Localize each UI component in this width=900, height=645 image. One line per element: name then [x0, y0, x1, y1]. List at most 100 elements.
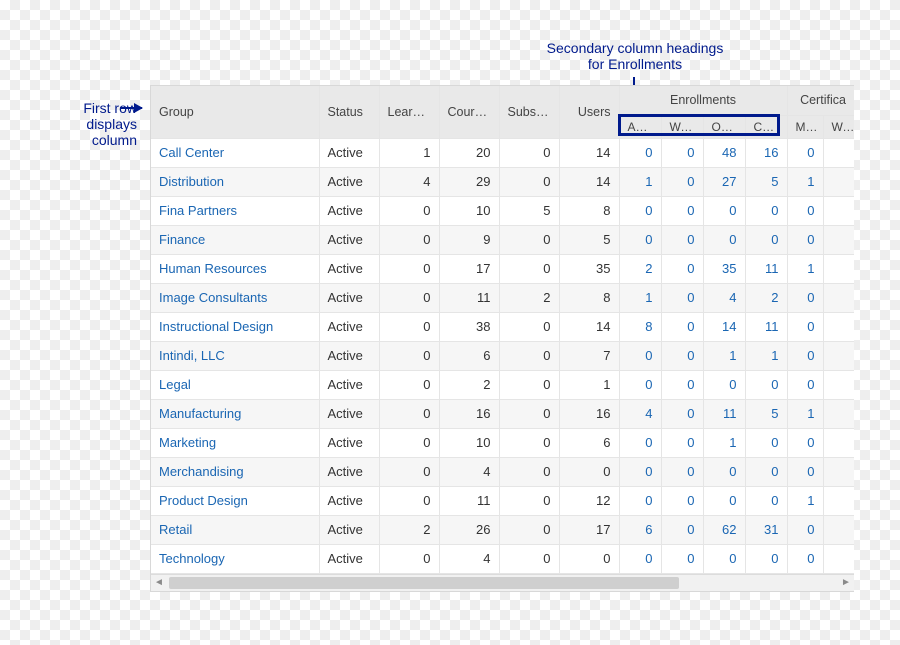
cell-cert-met[interactable]: 1 [787, 399, 823, 428]
cell-group[interactable]: Merchandising [151, 457, 319, 486]
cell-enroll-warn[interactable]: 0 [661, 138, 703, 167]
cell-enroll-warn[interactable]: 0 [661, 399, 703, 428]
cell-enroll-warn[interactable]: 0 [661, 370, 703, 399]
cell-group[interactable]: Image Consultants [151, 283, 319, 312]
cell-enroll-odue[interactable]: 0 [703, 370, 745, 399]
cell-enroll-cmpl[interactable]: 5 [745, 167, 787, 196]
col-enroll-odue[interactable]: ODue [703, 115, 745, 138]
cell-enroll-odue[interactable]: 1 [703, 341, 745, 370]
cell-enroll-odue[interactable]: 62 [703, 515, 745, 544]
cell-enroll-odue[interactable]: 11 [703, 399, 745, 428]
cell-enroll-active[interactable]: 6 [619, 515, 661, 544]
cell-enroll-active[interactable]: 8 [619, 312, 661, 341]
table-row[interactable]: Image ConsultantsActive0112810420 [151, 283, 854, 312]
group-link[interactable]: Intindi, LLC [159, 348, 225, 363]
col-cert-warn[interactable]: Warn [823, 115, 854, 138]
col-cert-met[interactable]: Met [787, 115, 823, 138]
cell-enroll-active[interactable]: 0 [619, 544, 661, 573]
group-link[interactable]: Fina Partners [159, 203, 237, 218]
cell-enroll-warn[interactable]: 0 [661, 312, 703, 341]
cell-enroll-active[interactable]: 0 [619, 225, 661, 254]
table-row[interactable]: FinanceActive090500000 [151, 225, 854, 254]
cell-enroll-warn[interactable]: 0 [661, 225, 703, 254]
cell-enroll-odue[interactable]: 27 [703, 167, 745, 196]
cell-enroll-cmpl[interactable]: 11 [745, 312, 787, 341]
group-link[interactable]: Call Center [159, 145, 224, 160]
col-group-certifica[interactable]: Certifica [787, 86, 854, 115]
table-row[interactable]: RetailActive2260176062310 [151, 515, 854, 544]
cell-enroll-odue[interactable]: 0 [703, 486, 745, 515]
col-group-enrollments[interactable]: Enrollments [619, 86, 787, 115]
cell-enroll-cmpl[interactable]: 1 [745, 341, 787, 370]
cell-enroll-active[interactable]: 0 [619, 341, 661, 370]
cell-enroll-active[interactable]: 1 [619, 283, 661, 312]
scroll-left-icon[interactable]: ◄ [151, 575, 167, 591]
cell-enroll-odue[interactable]: 0 [703, 196, 745, 225]
cell-enroll-active[interactable]: 0 [619, 370, 661, 399]
table-row[interactable]: Human ResourcesActive0170352035111 [151, 254, 854, 283]
cell-cert-met[interactable]: 0 [787, 457, 823, 486]
cell-group[interactable]: Finance [151, 225, 319, 254]
table-row[interactable]: MerchandisingActive040000000 [151, 457, 854, 486]
cell-cert-met[interactable]: 0 [787, 283, 823, 312]
cell-enroll-cmpl[interactable]: 16 [745, 138, 787, 167]
cell-enroll-active[interactable]: 1 [619, 167, 661, 196]
table-row[interactable]: MarketingActive0100600100 [151, 428, 854, 457]
group-link[interactable]: Product Design [159, 493, 248, 508]
table-row[interactable]: LegalActive020100000 [151, 370, 854, 399]
cell-enroll-cmpl[interactable]: 0 [745, 225, 787, 254]
table-row[interactable]: DistributionActive429014102751 [151, 167, 854, 196]
cell-enroll-cmpl[interactable]: 0 [745, 486, 787, 515]
cell-enroll-warn[interactable]: 0 [661, 341, 703, 370]
col-subscriptions[interactable]: Subscri… [499, 86, 559, 138]
cell-enroll-odue[interactable]: 0 [703, 544, 745, 573]
cell-group[interactable]: Product Design [151, 486, 319, 515]
cell-enroll-cmpl[interactable]: 0 [745, 196, 787, 225]
cell-group[interactable]: Retail [151, 515, 319, 544]
cell-cert-met[interactable]: 0 [787, 341, 823, 370]
cell-group[interactable]: Distribution [151, 167, 319, 196]
cell-enroll-active[interactable]: 2 [619, 254, 661, 283]
cell-enroll-warn[interactable]: 0 [661, 167, 703, 196]
scroll-right-icon[interactable]: ► [838, 575, 854, 591]
group-link[interactable]: Marketing [159, 435, 216, 450]
col-status[interactable]: Status [319, 86, 379, 138]
cell-enroll-odue[interactable]: 14 [703, 312, 745, 341]
col-learning[interactable]: Learnin… [379, 86, 439, 138]
cell-enroll-cmpl[interactable]: 5 [745, 399, 787, 428]
cell-group[interactable]: Manufacturing [151, 399, 319, 428]
table-row[interactable]: Product DesignActive01101200001 [151, 486, 854, 515]
group-link[interactable]: Retail [159, 522, 192, 537]
cell-enroll-warn[interactable]: 0 [661, 457, 703, 486]
cell-enroll-odue[interactable]: 35 [703, 254, 745, 283]
cell-group[interactable]: Call Center [151, 138, 319, 167]
horizontal-scrollbar[interactable]: ◄ ► [151, 574, 854, 591]
cell-enroll-cmpl[interactable]: 11 [745, 254, 787, 283]
cell-cert-met[interactable]: 0 [787, 515, 823, 544]
cell-enroll-odue[interactable]: 4 [703, 283, 745, 312]
cell-cert-met[interactable]: 0 [787, 312, 823, 341]
group-link[interactable]: Merchandising [159, 464, 244, 479]
table-row[interactable]: Intindi, LLCActive060700110 [151, 341, 854, 370]
cell-enroll-active[interactable]: 0 [619, 428, 661, 457]
scrollbar-thumb[interactable] [169, 577, 679, 589]
cell-group[interactable]: Legal [151, 370, 319, 399]
cell-enroll-warn[interactable]: 0 [661, 515, 703, 544]
cell-group[interactable]: Technology [151, 544, 319, 573]
col-group[interactable]: Group [151, 86, 319, 138]
cell-enroll-cmpl[interactable]: 0 [745, 428, 787, 457]
cell-enroll-warn[interactable]: 0 [661, 428, 703, 457]
cell-cert-met[interactable]: 0 [787, 544, 823, 573]
cell-group[interactable]: Human Resources [151, 254, 319, 283]
table-row[interactable]: Call CenterActive1200140048160 [151, 138, 854, 167]
cell-enroll-odue[interactable]: 1 [703, 428, 745, 457]
group-link[interactable]: Finance [159, 232, 205, 247]
group-link[interactable]: Instructional Design [159, 319, 273, 334]
cell-enroll-warn[interactable]: 0 [661, 544, 703, 573]
cell-enroll-active[interactable]: 4 [619, 399, 661, 428]
cell-cert-met[interactable]: 1 [787, 167, 823, 196]
cell-enroll-odue[interactable]: 0 [703, 457, 745, 486]
table-row[interactable]: Instructional DesignActive0380148014110 [151, 312, 854, 341]
cell-enroll-cmpl[interactable]: 0 [745, 457, 787, 486]
cell-group[interactable]: Marketing [151, 428, 319, 457]
